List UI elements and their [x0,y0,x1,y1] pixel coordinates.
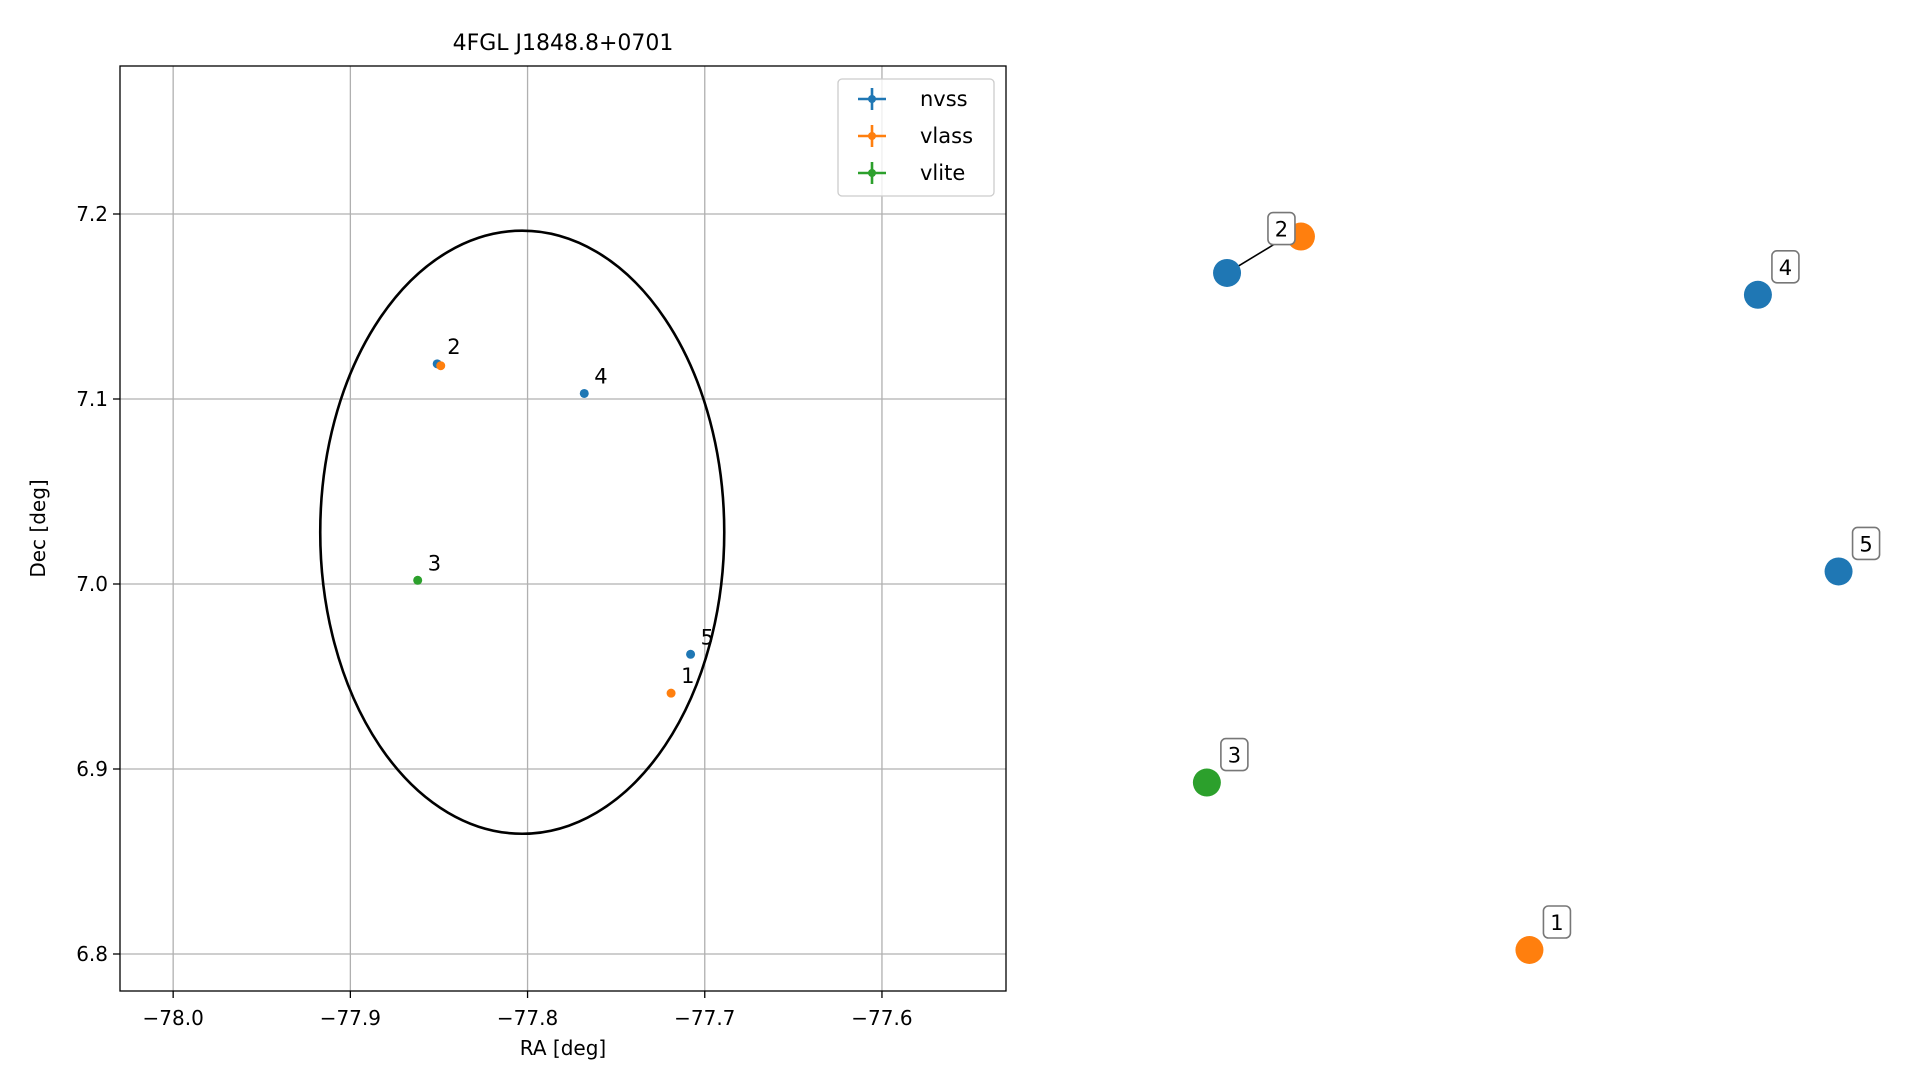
x-tick-label: −77.7 [674,1006,735,1030]
point-nvss [686,649,696,659]
x-tick-label: −77.8 [497,1006,558,1030]
y-ticks: 6.8 6.9 7.0 7.1 7.2 [76,202,120,966]
source-marker [1192,768,1221,797]
source-marker [1824,557,1853,586]
grid [120,66,1006,991]
point-vlass [666,688,676,698]
point-label: 5 [701,625,714,649]
point-label: 1 [681,664,694,688]
legend-marker [868,95,876,103]
left-chart: 2 4 51 3 −78.0 −77.9 −77.8 −77.7 −77.6 6.8 6.9 7.… [26,31,1007,1060]
right-chart: 2 4 5 3 1 [1192,211,1881,964]
label-box [1542,905,1572,939]
legend-entry-vlass: vlass [920,124,973,148]
point-label: 4 [594,364,607,388]
point-label: 2 [447,335,460,359]
ellipse-outline [318,229,726,836]
uncertainty-ellipse [318,229,726,836]
source-label: 4 [1779,256,1792,280]
y-tick-label: 7.2 [76,202,108,226]
legend-entry-nvss: nvss [920,87,968,111]
y-axis-label: Dec [deg] [26,479,50,577]
label-box [1771,250,1800,284]
plot-frame [119,65,1007,992]
x-axis-label: RA [deg] [520,1036,606,1060]
source-label: 5 [1859,532,1872,556]
point-vlass [436,361,446,371]
legend: nvss vlass vlite [837,78,995,197]
x-ticks: −78.0 −77.9 −77.8 −77.7 −77.6 [143,991,913,1030]
label-box [1220,737,1249,772]
label-box [1851,526,1881,561]
label-box [1267,211,1296,246]
chart-title: 4FGL J1848.8+0701 [453,31,674,56]
x-tick-label: −77.9 [320,1006,381,1030]
y-tick-label: 7.0 [76,572,108,596]
y-tick-label: 6.8 [76,942,108,966]
x-tick-label: −78.0 [143,1006,204,1030]
legend-marker [868,169,876,177]
source-label: 1 [1550,911,1563,935]
legend-entry-vlite: vlite [920,161,965,185]
x-tick-label: −77.6 [851,1006,912,1030]
source-marker [1743,280,1772,309]
source-points: 2 4 51 3 [413,335,714,698]
legend-box [837,78,995,197]
y-tick-label: 6.9 [76,757,108,781]
legend-marker [868,132,876,140]
point-label: 3 [428,551,441,575]
source-marker [1515,936,1544,964]
source-label: 3 [1228,744,1241,768]
y-tick-label: 7.1 [76,387,108,411]
source-marker [1213,258,1242,287]
source-label: 2 [1275,218,1288,242]
point-nvss [579,388,589,398]
point-vlite [413,575,423,585]
